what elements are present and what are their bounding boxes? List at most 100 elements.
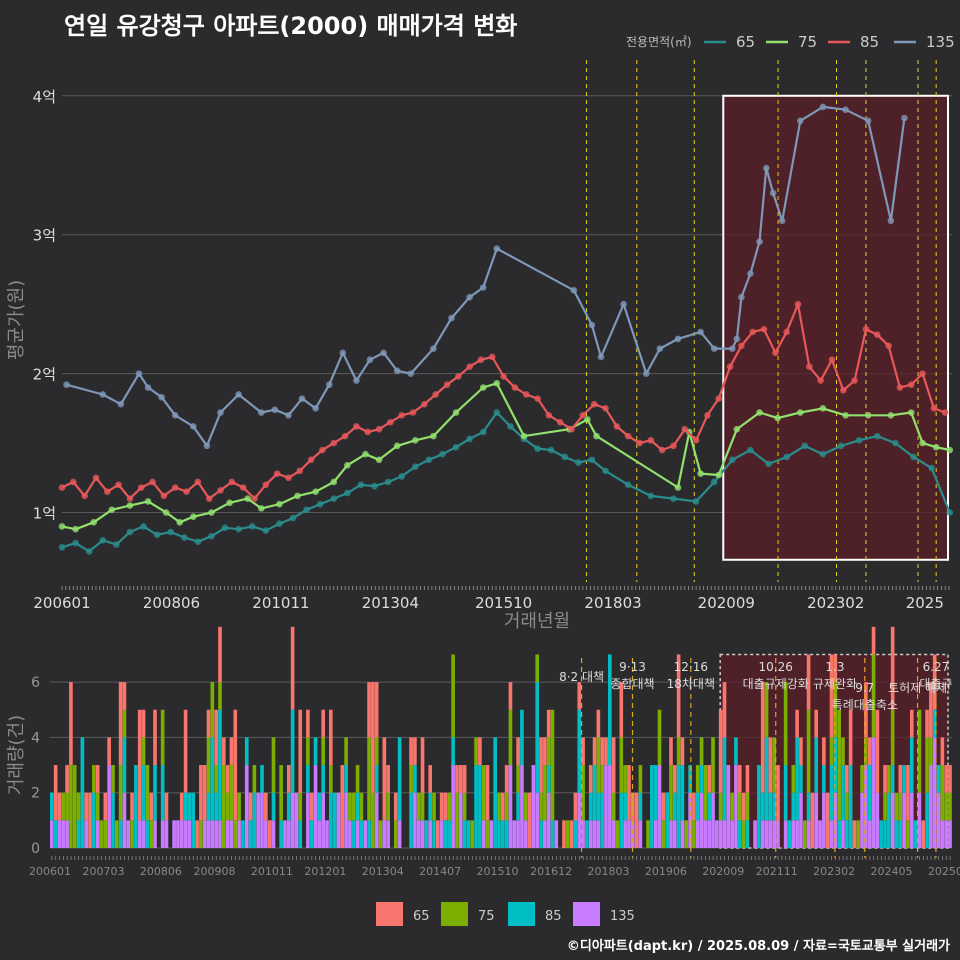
bar-segment-135 xyxy=(225,820,230,848)
bar-segment-75 xyxy=(348,792,352,821)
bar-segment-135 xyxy=(588,820,593,848)
bar-segment-65 xyxy=(137,709,142,821)
bar-segment-135 xyxy=(818,820,822,848)
bar-segment-135 xyxy=(829,820,834,848)
data-point-85 xyxy=(455,373,462,380)
bar-segment-85 xyxy=(932,709,937,738)
bar-segment-65 xyxy=(672,765,677,793)
data-point-135 xyxy=(479,284,487,291)
bar-segment-85 xyxy=(653,765,658,821)
bar-segment-65 xyxy=(95,765,100,793)
bar-segment-75 xyxy=(703,765,708,821)
bar-segment-65 xyxy=(409,737,413,766)
data-point-85 xyxy=(126,495,134,502)
bar-segment-65 xyxy=(661,792,666,821)
bar-segment-65 xyxy=(745,765,750,793)
bar-segment-65 xyxy=(948,765,952,793)
bar-segment-135 xyxy=(386,820,390,848)
bar-segment-135 xyxy=(630,820,635,848)
bar-segment-85 xyxy=(573,820,578,848)
bar-segment-75 xyxy=(271,737,276,793)
bar-segment-135 xyxy=(84,820,89,848)
bar-segment-85 xyxy=(535,682,540,793)
bar-segment-65 xyxy=(871,626,876,655)
bar-segment-65 xyxy=(768,737,773,793)
bar-segment-135 xyxy=(508,765,513,848)
bar-segment-135 xyxy=(244,765,249,848)
legend-label-75: 75 xyxy=(798,33,817,51)
bar-segment-135 xyxy=(707,820,712,848)
bar-segment-135 xyxy=(604,765,608,848)
data-point-65 xyxy=(624,481,632,489)
bar-x-tick-label: 201906 xyxy=(645,865,687,878)
bar-segment-65 xyxy=(149,792,154,821)
bar-segment-75 xyxy=(386,792,390,821)
data-point-65 xyxy=(479,428,487,436)
bar-segment-85 xyxy=(260,765,264,793)
data-point-75 xyxy=(226,499,233,507)
bar-segment-135 xyxy=(416,820,421,848)
bar-y-axis-title: 거래량(건) xyxy=(6,715,27,795)
bar-segment-75 xyxy=(600,765,605,793)
data-point-75 xyxy=(864,411,872,419)
bar-segment-75 xyxy=(806,709,811,793)
bar-segment-85 xyxy=(588,792,593,821)
data-point-135 xyxy=(190,423,197,430)
bar-segment-65 xyxy=(921,820,926,848)
data-point-85 xyxy=(409,409,417,416)
data-point-65 xyxy=(384,478,392,486)
bar-segment-135 xyxy=(283,820,287,848)
data-point-85 xyxy=(92,474,100,482)
data-point-135 xyxy=(393,367,401,375)
bar-segment-135 xyxy=(806,820,811,848)
bar-segment-65 xyxy=(867,737,872,766)
bar-legend-swatch-135 xyxy=(573,902,600,926)
data-point-65 xyxy=(534,445,541,452)
data-point-135 xyxy=(158,393,165,401)
bar-segment-75 xyxy=(432,792,436,821)
bar-segment-65 xyxy=(371,682,375,793)
data-point-135 xyxy=(271,406,279,414)
bar-segment-65 xyxy=(164,792,169,821)
bar-segment-85 xyxy=(879,820,884,848)
bar-y-tick-label: 2 xyxy=(31,786,40,802)
bar-segment-135 xyxy=(344,792,348,848)
legend-title: 전용면적(㎡) xyxy=(626,35,692,49)
bar-segment-135 xyxy=(95,820,100,848)
bar-segment-75 xyxy=(298,792,303,821)
bar-segment-85 xyxy=(913,820,918,848)
bar-x-tick-label: 201803 xyxy=(587,865,629,878)
bar-segment-85 xyxy=(397,737,402,821)
bar-legend-swatch-65 xyxy=(376,902,403,926)
policy-annotation: 대출규 xyxy=(919,677,952,691)
bar-segment-65 xyxy=(214,709,218,766)
data-point-85 xyxy=(488,353,496,361)
bar-segment-65 xyxy=(539,737,543,793)
bar-segment-65 xyxy=(428,765,433,793)
bar-segment-85 xyxy=(145,820,150,848)
bar-segment-65 xyxy=(504,765,509,793)
bar-segment-65 xyxy=(485,765,490,821)
bar-segment-75 xyxy=(141,737,146,766)
data-point-135 xyxy=(448,314,455,322)
bar-segment-135 xyxy=(638,820,643,848)
bar-segment-135 xyxy=(711,792,715,848)
data-point-65 xyxy=(330,495,338,502)
bar-segment-85 xyxy=(822,765,826,793)
data-point-85 xyxy=(873,331,881,339)
bar-segment-135 xyxy=(875,792,880,848)
bar-segment-75 xyxy=(802,820,807,848)
bar-segment-65 xyxy=(374,682,379,738)
bar-segment-65 xyxy=(890,626,895,710)
legend-label-65: 65 xyxy=(736,33,755,51)
data-point-65 xyxy=(99,537,107,544)
bar-segment-85 xyxy=(409,792,413,848)
bar-segment-85 xyxy=(306,765,310,793)
bar-segment-75 xyxy=(149,820,154,848)
bar-segment-75 xyxy=(451,654,455,738)
bar-segment-65 xyxy=(898,765,903,793)
bar-segment-65 xyxy=(852,820,857,848)
bar-x-tick-label: 201011 xyxy=(251,865,293,878)
bar-segment-85 xyxy=(141,765,146,821)
bar-segment-85 xyxy=(596,792,601,821)
